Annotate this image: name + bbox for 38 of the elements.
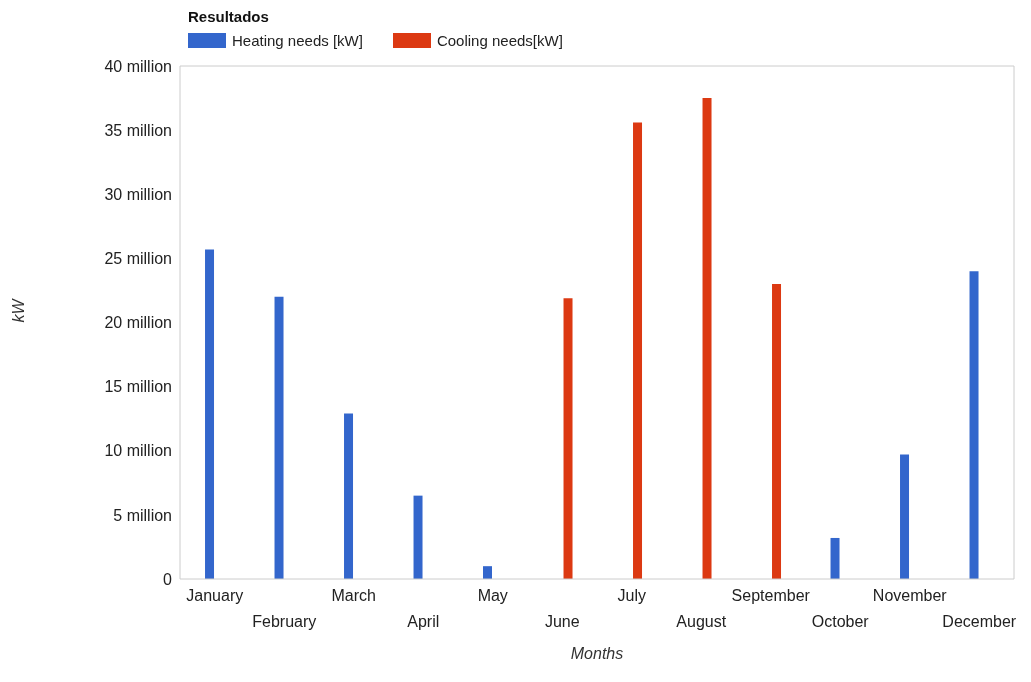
bar: [702, 98, 712, 579]
x-tick-label: September: [731, 587, 811, 604]
y-tick-label: 40 million: [104, 57, 172, 75]
x-tick-label: April: [407, 613, 440, 630]
x-tick-label: July: [617, 587, 646, 604]
y-tick-label: 25 million: [104, 250, 172, 268]
x-tick-label: October: [811, 613, 870, 630]
bar: [900, 454, 910, 579]
bar: [344, 413, 354, 579]
bar: [413, 495, 423, 579]
x-tick-label: February: [252, 613, 317, 630]
x-tick-label: August: [676, 613, 727, 630]
y-tick-label: 10 million: [104, 442, 172, 460]
y-tick-label: 35 million: [104, 121, 172, 139]
y-axis-title: kW: [9, 297, 27, 323]
y-tick-label: 15 million: [104, 378, 172, 396]
legend-title: Resultados: [188, 8, 270, 27]
bar: [274, 296, 284, 579]
y-tick-label: 0: [163, 570, 173, 588]
bar: [563, 298, 573, 579]
legend-label: Cooling needs[kW]: [436, 32, 563, 49]
y-tick-label: 20 million: [104, 314, 172, 332]
x-tick-label: May: [477, 587, 508, 604]
x-axis-title: Months: [570, 645, 624, 662]
x-tick-label: December: [942, 613, 1017, 630]
y-tick-label: 5 million: [113, 506, 172, 524]
x-tick-label: June: [544, 613, 580, 630]
bar: [830, 537, 840, 579]
x-tick-label: November: [872, 587, 948, 604]
bar: [772, 284, 782, 579]
bar: [483, 566, 493, 579]
legend-label: Heating needs [kW]: [232, 32, 363, 49]
x-tick-label: March: [331, 587, 376, 604]
bar: [969, 271, 979, 579]
x-tick-label: January: [186, 587, 244, 604]
y-tick-label: 30 million: [104, 185, 172, 203]
bar: [633, 122, 643, 579]
bar: [205, 249, 215, 579]
